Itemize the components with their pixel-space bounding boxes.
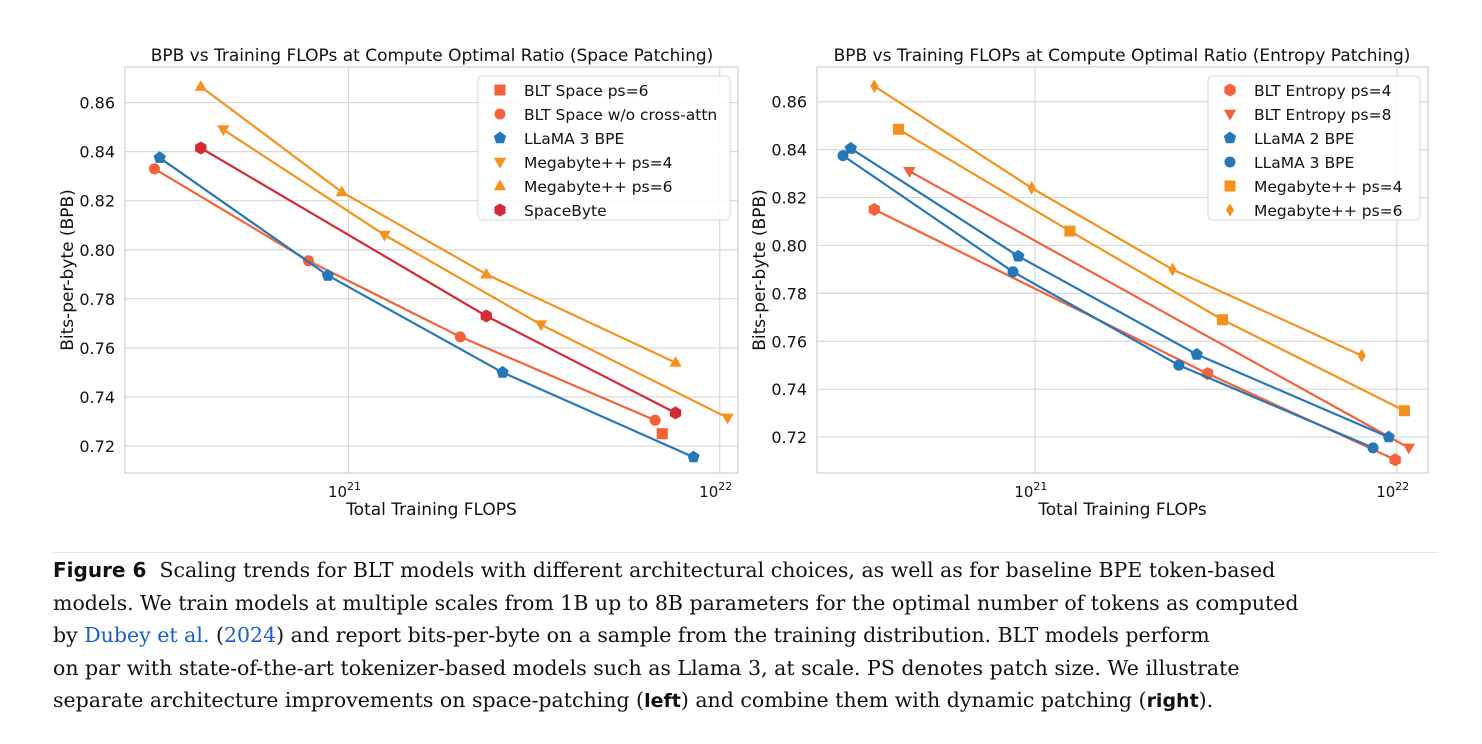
legend: BLT Entropy ps=4 BLT Entropy ps=8 LLaMA 2 … xyxy=(1208,76,1420,220)
legend-label: Megabyte++ ps=6 xyxy=(524,178,673,196)
legend-label: Megabyte++ ps=4 xyxy=(1254,178,1403,196)
data-point xyxy=(154,151,166,163)
x-tick-label: 1021 xyxy=(1014,480,1047,501)
caption-line-5: separate architecture improvements on sp… xyxy=(53,684,1438,718)
data-point xyxy=(1390,453,1401,466)
legend-label: LLaMA 2 BPE xyxy=(1254,130,1354,148)
legend-label: LLaMA 3 BPE xyxy=(524,130,624,148)
data-point xyxy=(687,451,699,463)
legend-label: Megabyte++ ps=4 xyxy=(524,154,673,172)
y-tick-label: 0.72 xyxy=(771,428,807,447)
data-point xyxy=(378,231,390,242)
figure-label: Figure 6 xyxy=(53,558,146,582)
legend-label: BLT Space w/o cross-attn xyxy=(524,106,717,124)
data-point xyxy=(1064,226,1075,237)
data-point xyxy=(1383,431,1395,443)
y-tick-label: 0.76 xyxy=(771,332,807,351)
y-tick-label: 0.78 xyxy=(771,284,807,303)
data-point xyxy=(1168,263,1176,277)
legend: BLT Space ps=6 BLT Space w/o cross-attn LL… xyxy=(478,76,730,220)
figure-caption: Figure 6 Scaling trends for BLT models w… xyxy=(53,552,1438,718)
right-emphasis: right xyxy=(1147,690,1199,712)
data-point xyxy=(1368,442,1379,453)
caption-line-3: by Dubey et al. (2024) and report bits-p… xyxy=(53,619,1438,652)
legend-marker xyxy=(1225,181,1236,192)
y-tick-label: 0.76 xyxy=(79,339,115,358)
y-tick-label: 0.84 xyxy=(771,141,807,160)
data-point xyxy=(1217,314,1228,325)
data-point xyxy=(1358,349,1366,363)
legend-label: Megabyte++ ps=6 xyxy=(1254,202,1403,220)
data-point xyxy=(650,415,661,426)
legend-label: LLaMA 3 BPE xyxy=(1254,154,1354,172)
y-tick-label: 0.82 xyxy=(79,192,115,211)
y-axis-label: Bits-per-byte (BPB) xyxy=(750,189,770,351)
data-point xyxy=(837,150,848,161)
y-axis-label: Bits-per-byte (BPB) xyxy=(58,189,78,351)
legend-marker xyxy=(1224,156,1235,167)
legend-label: BLT Space ps=6 xyxy=(524,82,648,100)
data-point xyxy=(496,366,508,378)
data-point xyxy=(1191,348,1203,360)
legend-label: BLT Entropy ps=4 xyxy=(1254,82,1391,100)
legend-label: SpaceByte xyxy=(524,202,607,220)
caption-line-1: Figure 6 Scaling trends for BLT models w… xyxy=(53,554,1438,587)
data-point xyxy=(481,310,492,323)
left-emphasis: left xyxy=(644,690,681,712)
caption-line-2: models. We train models at multiple scal… xyxy=(53,587,1438,620)
y-tick-label: 0.74 xyxy=(79,388,115,407)
citation-link[interactable]: Dubey et al. xyxy=(84,623,209,647)
x-tick-label: 1022 xyxy=(1376,480,1409,501)
chart-space-patching: 0.72 0.74 0.76 0.78 0.80 0.82 0.84 0.86 1021 1022… xyxy=(58,46,738,520)
data-point xyxy=(870,79,878,93)
y-tick-label: 0.86 xyxy=(79,94,115,113)
data-point xyxy=(480,268,492,279)
data-point xyxy=(336,186,348,197)
legend-marker xyxy=(495,85,506,96)
data-point xyxy=(1012,250,1024,262)
data-point xyxy=(657,428,668,439)
x-tick-label: 1022 xyxy=(699,480,732,501)
data-point xyxy=(1399,405,1410,416)
y-tick-label: 0.78 xyxy=(79,290,115,309)
data-point xyxy=(195,142,206,155)
data-point xyxy=(217,125,229,136)
x-tick-label: 1021 xyxy=(328,480,361,501)
y-tick-label: 0.80 xyxy=(771,236,807,255)
caption-line-4: on par with state-of-the-art tokenizer-b… xyxy=(53,652,1438,685)
y-tick-label: 0.82 xyxy=(771,189,807,208)
y-tick-label: 0.72 xyxy=(79,437,115,456)
data-point xyxy=(869,203,880,216)
data-point xyxy=(195,80,207,91)
data-point xyxy=(1403,444,1415,455)
series-0 xyxy=(657,428,668,439)
x-axis-label: Total Training FLOPs xyxy=(1037,500,1207,520)
chart-title: BPB vs Training FLOPs at Compute Optimal… xyxy=(151,46,714,66)
data-point xyxy=(1173,360,1184,371)
citation-year-link[interactable]: 2024 xyxy=(224,623,276,647)
legend-marker xyxy=(494,108,505,119)
data-point xyxy=(322,269,334,281)
chart-entropy-patching: 0.72 0.74 0.76 0.78 0.80 0.82 0.84 0.86 1021 1022… xyxy=(750,46,1428,520)
y-tick-label: 0.74 xyxy=(771,380,807,399)
data-point xyxy=(1007,266,1018,277)
x-axis-label: Total Training FLOPS xyxy=(345,500,517,520)
data-point xyxy=(455,331,466,342)
legend-label: BLT Entropy ps=8 xyxy=(1254,106,1391,124)
data-point xyxy=(149,163,160,174)
y-tick-label: 0.80 xyxy=(79,241,115,260)
y-tick-label: 0.84 xyxy=(79,143,115,162)
data-point xyxy=(893,124,904,135)
data-point xyxy=(721,414,733,425)
chart-title: BPB vs Training FLOPs at Compute Optimal… xyxy=(834,46,1411,66)
data-point xyxy=(670,406,681,419)
y-tick-label: 0.86 xyxy=(771,93,807,112)
